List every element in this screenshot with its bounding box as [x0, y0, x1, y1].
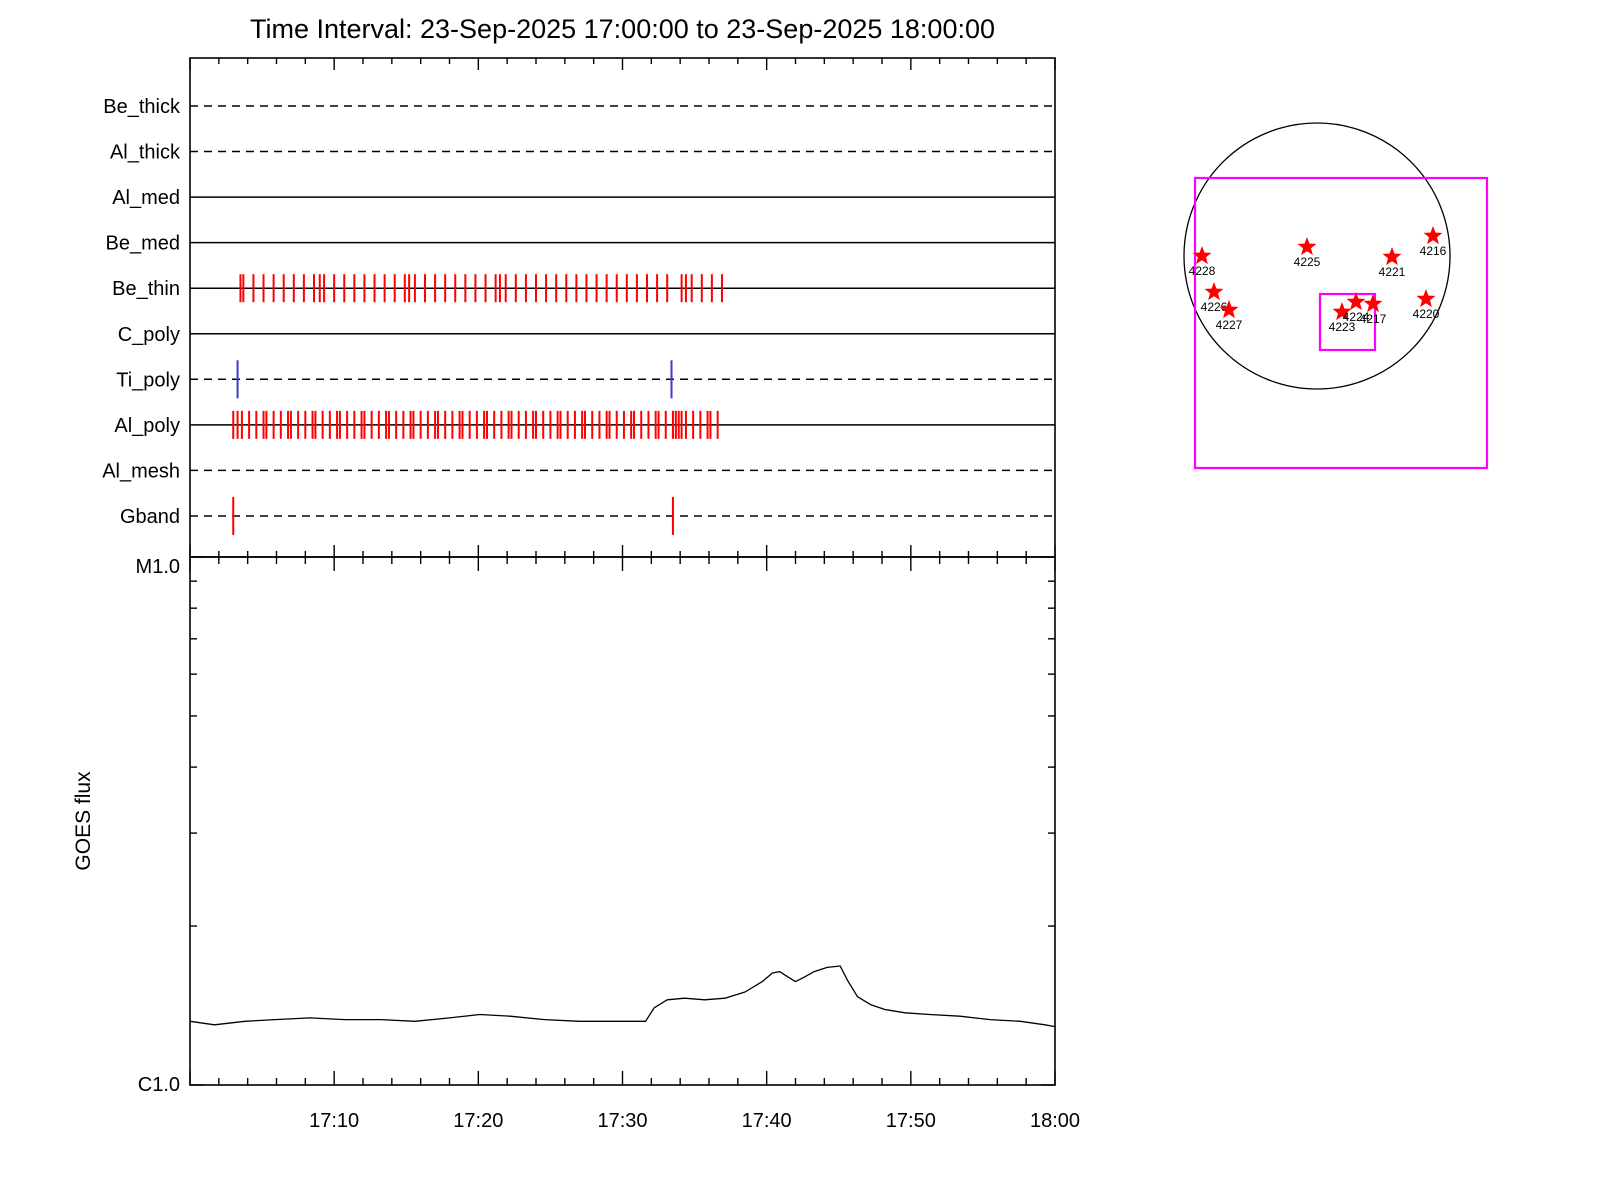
filter-label-Al_poly: Al_poly: [114, 415, 180, 437]
active-region-4227: 4227: [1216, 300, 1243, 332]
active-region-label: 4225: [1294, 255, 1321, 269]
filter-events-Al_poly: [232, 410, 719, 439]
active-region-label: 4224: [1343, 310, 1370, 324]
active-region-4226: 4226: [1201, 282, 1228, 314]
active-region-4217: 4217: [1360, 294, 1387, 326]
goes-flux-panel: 17:10 17:20 17:30 17:40 17:50 18:00: [189, 556, 1080, 1132]
filter-events-Be_thin: [239, 274, 723, 303]
fov-rect: [1193, 176, 1489, 470]
timeline-axes-box: [189, 57, 1056, 558]
filter-label-Be_thin: Be_thin: [112, 278, 180, 300]
active-region-label: 4221: [1379, 265, 1406, 279]
x-tick-label: 17:50: [886, 1110, 936, 1132]
filter-label-Gband: Gband: [120, 506, 180, 528]
active-region-4225: 4225: [1294, 237, 1321, 269]
star-icon: [1219, 300, 1239, 319]
active-region-label: 4227: [1216, 318, 1243, 332]
active-region-4223: 4223: [1329, 302, 1356, 334]
active-region-label: 4228: [1189, 264, 1216, 278]
star-icon: [1363, 294, 1383, 313]
x-tick-label: 17:20: [453, 1110, 503, 1132]
active-region-label: 4226: [1201, 300, 1228, 314]
star-icon: [1346, 292, 1366, 311]
filter-label-Ti_poly: Ti_poly: [116, 369, 180, 391]
y-axis-label-bottom: C1.0: [138, 1074, 180, 1096]
filter-label-Al_med: Al_med: [112, 187, 180, 209]
filter-label-Be_thick: Be_thick: [103, 96, 181, 118]
star-icon: [1416, 289, 1436, 308]
filter-label-Be_med: Be_med: [106, 233, 181, 255]
fov-rect: [1318, 292, 1377, 352]
star-icon: [1297, 237, 1317, 256]
star-icon: [1192, 246, 1212, 265]
filter-events-Ti_poly: [236, 360, 673, 399]
goes-axes-box: [189, 556, 1056, 1086]
active-region-label: 4217: [1360, 312, 1387, 326]
filter-label-C_poly: C_poly: [118, 324, 180, 346]
star-icon: [1382, 247, 1402, 266]
filter-label-Al_thick: Al_thick: [110, 142, 181, 164]
active-region-label: 4216: [1420, 244, 1447, 258]
active-region-4221: 4221: [1379, 247, 1406, 279]
x-tick-label: 17:30: [597, 1110, 647, 1132]
star-icon: [1332, 302, 1352, 321]
goes-flux-line: [189, 965, 1056, 1028]
solar-disk: [1183, 122, 1451, 390]
y-axis-label-top: M1.0: [136, 556, 180, 578]
x-tick-label: 17:10: [309, 1110, 359, 1132]
figure-title: Time Interval: 23-Sep-2025 17:00:00 to 2…: [249, 14, 995, 44]
goes-flux-axis-label: GOES flux: [72, 771, 95, 871]
star-icon: [1204, 282, 1224, 301]
filter-timeline-panel: Be_thick Al_thick Al_med Be_med Be_thin C_pol…: [102, 57, 1056, 558]
filter-label-Al_mesh: Al_mesh: [102, 460, 180, 482]
active-region-label: 4223: [1329, 320, 1356, 334]
active-region-4220: 4220: [1413, 289, 1440, 321]
star-icon: [1423, 226, 1443, 245]
filter-events-Gband: [232, 496, 674, 535]
active-region-4224: 4224: [1343, 292, 1370, 324]
x-tick-label: 17:40: [742, 1110, 792, 1132]
active-region-4216: 4216: [1420, 226, 1447, 258]
active-region-label: 4220: [1413, 307, 1440, 321]
active-region-4228: 4228: [1189, 246, 1216, 278]
x-tick-label: 18:00: [1030, 1110, 1080, 1132]
